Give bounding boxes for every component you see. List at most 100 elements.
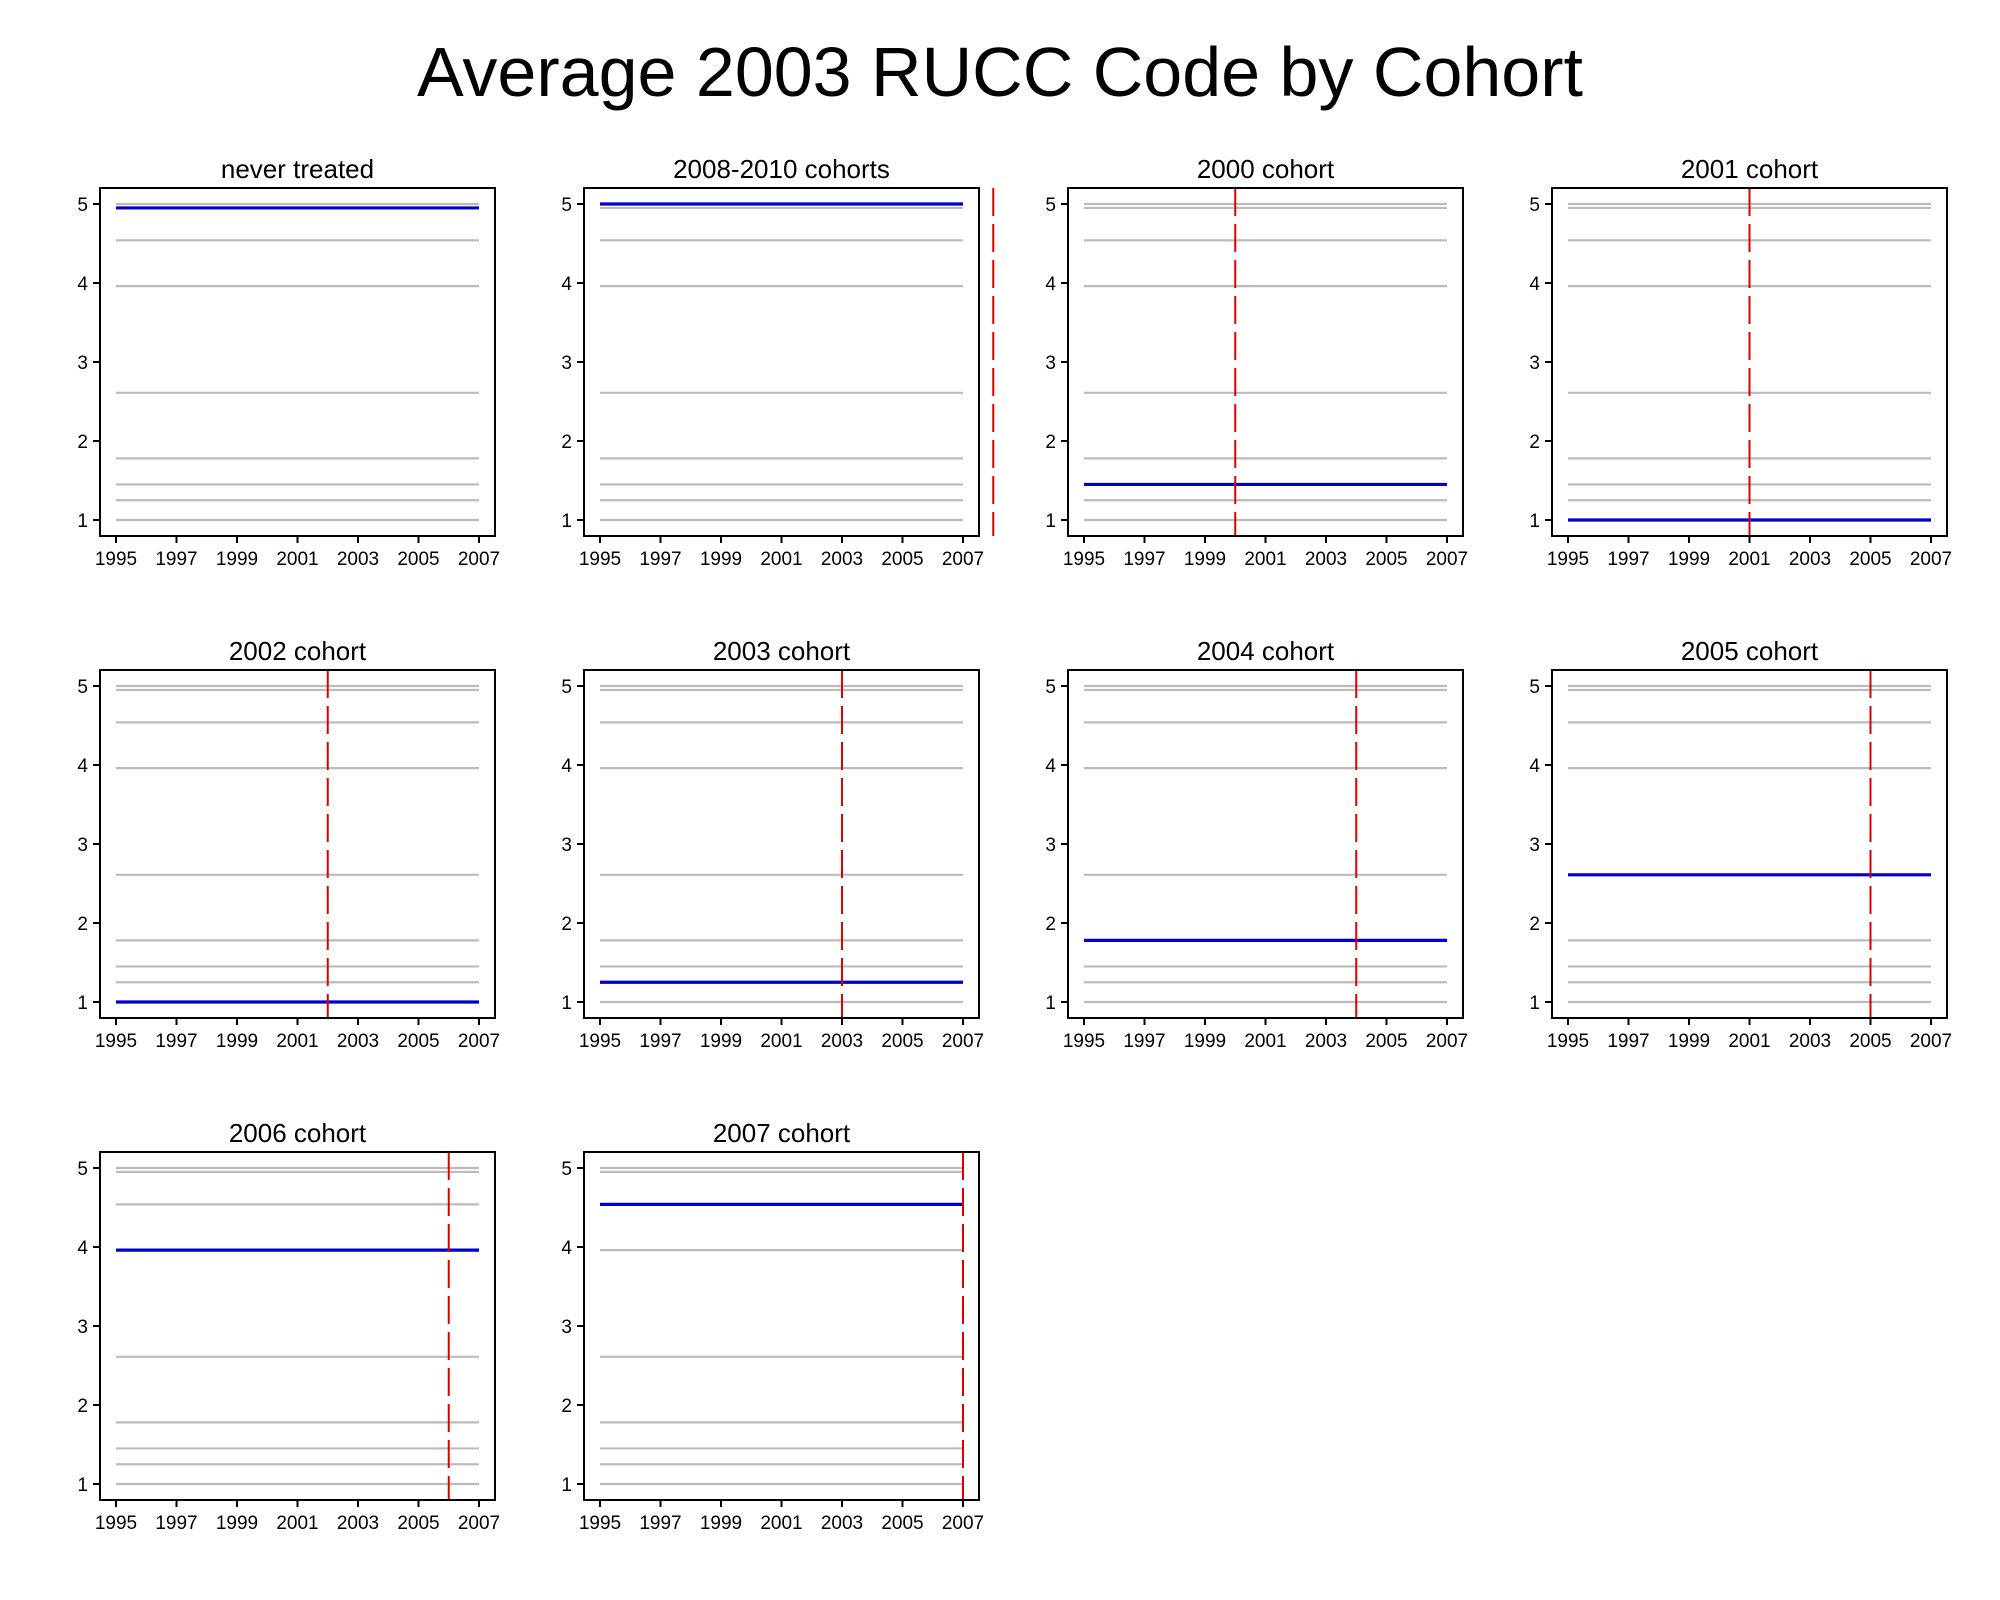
panel-7: 2005 cohort 1 2 3 4 5 1995 1997 1999 2001 2003 2005… — [1529, 636, 1952, 1052]
y-tick-label: 3 — [1529, 835, 1540, 856]
x-tick-label: 2005 — [1849, 1031, 1891, 1052]
y-tick-label: 4 — [561, 1238, 572, 1259]
y-tick-label: 1 — [1529, 511, 1540, 532]
x-tick-label: 1999 — [1184, 549, 1226, 570]
y-tick-label: 5 — [561, 195, 572, 216]
x-tick-label: 2001 — [1728, 549, 1770, 570]
y-tick-label: 1 — [561, 993, 572, 1014]
x-tick-label: 2005 — [881, 549, 923, 570]
x-tick-label: 1997 — [155, 1031, 197, 1052]
y-tick-label: 4 — [1045, 274, 1056, 295]
panel-title: 2004 cohort — [1197, 636, 1335, 666]
y-tick-label: 2 — [561, 432, 572, 453]
y-tick-label: 1 — [77, 511, 88, 532]
panel-title: 2005 cohort — [1681, 636, 1819, 666]
x-tick-label: 2007 — [458, 1513, 500, 1534]
x-tick-label: 2003 — [821, 1031, 863, 1052]
x-tick-label: 2007 — [942, 1513, 984, 1534]
x-tick-label: 2003 — [821, 1513, 863, 1534]
y-tick-label: 4 — [1529, 756, 1540, 777]
y-tick-label: 1 — [561, 511, 572, 532]
x-tick-label: 2007 — [942, 549, 984, 570]
y-tick-label: 5 — [561, 677, 572, 698]
x-tick-label: 1997 — [1123, 549, 1165, 570]
x-tick-label: 1995 — [95, 1031, 137, 1052]
x-tick-label: 1995 — [1547, 549, 1589, 570]
x-tick-label: 2005 — [1849, 549, 1891, 570]
x-tick-label: 2005 — [397, 549, 439, 570]
x-tick-label: 1999 — [1668, 1031, 1710, 1052]
panel-8: 2006 cohort 1 2 3 4 5 1995 1997 1999 2001 2003 2005… — [77, 1118, 500, 1534]
x-tick-label: 1997 — [639, 1513, 681, 1534]
x-tick-label: 1995 — [1063, 1031, 1105, 1052]
y-tick-label: 2 — [1045, 432, 1056, 453]
y-tick-label: 3 — [561, 1317, 572, 1338]
y-tick-label: 1 — [561, 1475, 572, 1496]
x-tick-label: 2005 — [881, 1513, 923, 1534]
panel-4: 2002 cohort 1 2 3 4 5 1995 1997 1999 2001 2003 2005… — [77, 636, 500, 1052]
panel-title: 2008-2010 cohorts — [673, 154, 890, 184]
y-tick-label: 3 — [77, 835, 88, 856]
y-tick-label: 5 — [77, 1159, 88, 1180]
y-tick-label: 5 — [77, 195, 88, 216]
x-tick-label: 2001 — [760, 549, 802, 570]
x-tick-label: 1995 — [1063, 549, 1105, 570]
y-tick-label: 1 — [77, 993, 88, 1014]
y-tick-label: 2 — [77, 914, 88, 935]
x-tick-label: 1997 — [1607, 549, 1649, 570]
x-tick-label: 1999 — [700, 549, 742, 570]
y-tick-label: 1 — [1045, 511, 1056, 532]
y-tick-label: 4 — [77, 274, 88, 295]
panel-1: 2008-2010 cohorts 1 2 3 4 5 1995 1997 1999 2001 20… — [561, 154, 995, 570]
x-tick-label: 2007 — [942, 1031, 984, 1052]
y-tick-label: 1 — [77, 1475, 88, 1496]
panel-title: 2007 cohort — [713, 1118, 851, 1148]
panel-title: 2000 cohort — [1197, 154, 1335, 184]
x-tick-label: 2001 — [760, 1031, 802, 1052]
y-tick-label: 1 — [1529, 993, 1540, 1014]
y-tick-label: 4 — [77, 1238, 88, 1259]
panel-9: 2007 cohort 1 2 3 4 5 1995 1997 1999 2001 2003 2005… — [561, 1118, 984, 1534]
x-tick-label: 1999 — [216, 1031, 258, 1052]
y-tick-label: 2 — [77, 432, 88, 453]
panel-title: 2002 cohort — [229, 636, 367, 666]
panel-title: never treated — [221, 154, 374, 184]
x-tick-label: 2005 — [881, 1031, 923, 1052]
x-tick-label: 1997 — [639, 1031, 681, 1052]
y-tick-label: 4 — [1529, 274, 1540, 295]
x-tick-label: 2001 — [1244, 1031, 1286, 1052]
x-tick-label: 1995 — [95, 1513, 137, 1534]
x-tick-label: 2001 — [760, 1513, 802, 1534]
x-tick-label: 1997 — [155, 1513, 197, 1534]
y-tick-label: 5 — [1529, 195, 1540, 216]
panel-6: 2004 cohort 1 2 3 4 5 1995 1997 1999 2001 2003 2005… — [1045, 636, 1468, 1052]
x-tick-label: 1999 — [1668, 549, 1710, 570]
y-tick-label: 5 — [77, 677, 88, 698]
x-tick-label: 1995 — [579, 549, 621, 570]
x-tick-label: 1997 — [1123, 1031, 1165, 1052]
x-tick-label: 2005 — [397, 1513, 439, 1534]
x-tick-label: 1995 — [1547, 1031, 1589, 1052]
y-tick-label: 2 — [1529, 432, 1540, 453]
y-tick-label: 2 — [561, 914, 572, 935]
panel-title: 2003 cohort — [713, 636, 851, 666]
x-tick-label: 1995 — [579, 1513, 621, 1534]
y-tick-label: 4 — [561, 274, 572, 295]
y-tick-label: 5 — [1045, 677, 1056, 698]
x-tick-label: 2001 — [1728, 1031, 1770, 1052]
x-tick-label: 1999 — [700, 1513, 742, 1534]
y-tick-label: 5 — [1045, 195, 1056, 216]
x-tick-label: 2001 — [276, 1513, 318, 1534]
panel-2: 2000 cohort 1 2 3 4 5 1995 1997 1999 2001 2003 2005… — [1045, 154, 1468, 570]
y-tick-label: 4 — [561, 756, 572, 777]
y-tick-label: 2 — [77, 1396, 88, 1417]
y-tick-label: 3 — [1529, 353, 1540, 374]
y-tick-label: 3 — [1045, 835, 1056, 856]
x-tick-label: 2001 — [276, 549, 318, 570]
x-tick-label: 1995 — [95, 549, 137, 570]
panel-5: 2003 cohort 1 2 3 4 5 1995 1997 1999 2001 2003 2005… — [561, 636, 984, 1052]
y-tick-label: 3 — [77, 1317, 88, 1338]
y-tick-label: 4 — [1045, 756, 1056, 777]
y-tick-label: 3 — [1045, 353, 1056, 374]
